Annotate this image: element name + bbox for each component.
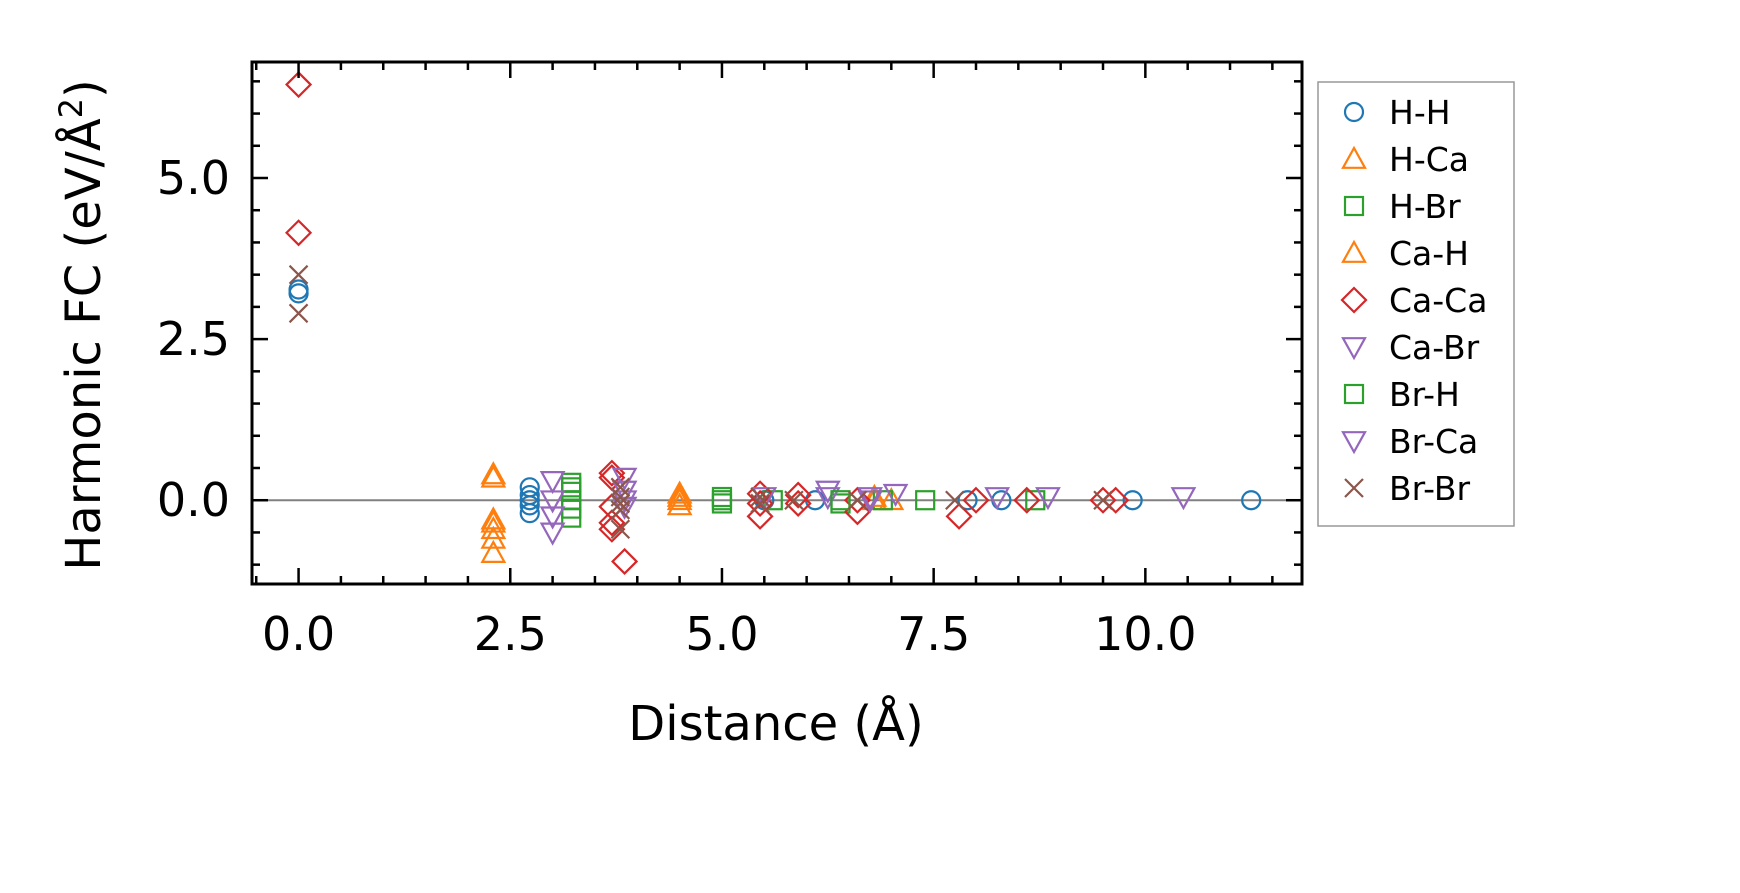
data-point-h-br (561, 507, 582, 528)
data-point-h-h (1122, 490, 1143, 511)
data-point-br-br (288, 264, 309, 285)
data-point-ca-br (984, 487, 1011, 511)
data-point-br-br (847, 490, 868, 510)
data-point-br-h (711, 490, 733, 511)
data-point-ca-br (539, 506, 566, 530)
data-points (285, 70, 1262, 576)
data-point-h-ca (480, 525, 507, 549)
legend-label-ca-h: Ca-H (1389, 234, 1469, 273)
data-point-ca-br (857, 487, 884, 511)
data-point-ca-br (882, 483, 909, 508)
data-point-ca-ca (784, 481, 812, 509)
legend-label-ca-br: Ca-Br (1389, 328, 1480, 367)
data-point-ca-h (480, 506, 507, 530)
data-point-ca-ca (945, 502, 973, 530)
data-point-h-h (288, 279, 309, 300)
data-point-ca-ca (1089, 486, 1117, 514)
x-tick-label: 2.5 (474, 607, 547, 661)
legend-label-br-h: Br-H (1389, 375, 1460, 414)
data-point-ca-ca (962, 486, 990, 514)
axis-ticks (252, 62, 1302, 584)
data-point-ca-br (611, 467, 638, 491)
x-axis-label: Distance (Å) (628, 695, 923, 752)
axis-tick-labels: 0.0 2.5 5.0 7.5 10.0 0.0 2.5 5.0 (157, 151, 1197, 661)
y-tick-label: 5.0 (157, 151, 230, 205)
data-point-br-br (610, 477, 631, 498)
legend-label-br-br: Br-Br (1389, 469, 1470, 508)
legend-marker-br-ca (1341, 431, 1367, 455)
data-point-ca-br (539, 522, 566, 546)
data-point-ca-br (1035, 487, 1061, 511)
data-point-ca-br (1170, 487, 1197, 511)
data-point-h-h (1241, 490, 1262, 511)
data-point-br-h (561, 477, 582, 498)
data-point-h-ca (480, 509, 507, 533)
y-axis-label-close: ) (56, 79, 112, 98)
legend-marker-br-br (1344, 478, 1364, 498)
legend-label-h-h: H-H (1389, 93, 1451, 132)
y-tick-label: 0.0 (157, 473, 230, 527)
data-point-br-br (610, 493, 631, 514)
data-point-h-br (915, 490, 936, 511)
data-point-ca-ca (285, 219, 313, 247)
x-tick-label: 7.5 (897, 607, 970, 661)
legend-marker-br-h (1343, 383, 1365, 405)
data-point-ca-br (814, 487, 841, 511)
data-point-h-h (519, 490, 540, 511)
axes: 0.0 2.5 5.0 7.5 10.0 0.0 2.5 5.0 (157, 60, 1304, 661)
data-point-br-ca (539, 490, 566, 514)
data-point-ca-ca (598, 509, 626, 537)
legend-marker-h-ca (1341, 145, 1367, 169)
y-axis-label: Harmonic FC (eV/Å2) (52, 79, 112, 571)
data-point-ca-br (539, 470, 566, 495)
legend: H-H H-Ca H-Br Ca-H Ca-Ca Ca-Br Br-H Br-Ca Br-Br (1317, 81, 1515, 527)
data-point-br-br (288, 303, 309, 324)
data-point-br-br (750, 487, 770, 507)
y-tick-label: 2.5 (157, 312, 230, 366)
plot-frame (250, 60, 1304, 586)
legend-marker-ca-h (1341, 239, 1367, 263)
data-point-ca-ca (598, 515, 626, 543)
data-point-h-ca (666, 492, 693, 516)
x-tick-label: 10.0 (1094, 607, 1196, 661)
data-point-h-h (519, 495, 540, 516)
legend-marker-ca-ca (1340, 286, 1368, 314)
legend-marker-h-br (1343, 195, 1365, 217)
data-point-br-br (1093, 490, 1113, 510)
data-point-h-h (957, 490, 978, 511)
data-point-br-br (750, 493, 770, 514)
y-axis-label-superscript: 2 (52, 98, 90, 118)
legend-items: H-H H-Ca H-Br Ca-H Ca-Ca Ca-Br Br-H Br-Ca Br-Br (1340, 93, 1487, 508)
legend-label-h-br: H-Br (1389, 187, 1461, 226)
data-point-h-ca (480, 464, 507, 488)
data-point-ca-h (666, 483, 693, 507)
x-tick-label: 5.0 (685, 607, 758, 661)
data-point-ca-ca (784, 489, 812, 518)
data-point-ca-ca (285, 70, 313, 99)
data-point-ca-h (480, 461, 507, 485)
data-point-br-ca (857, 490, 884, 514)
data-point-br-br (610, 519, 631, 539)
data-point-h-h (519, 503, 540, 524)
data-point-h-ca (666, 486, 693, 511)
data-point-h-ca (666, 480, 693, 504)
data-point-h-h (288, 283, 309, 304)
data-point-h-ca (480, 539, 507, 563)
legend-marker-h-h (1343, 101, 1365, 123)
data-point-br-br (945, 490, 965, 510)
legend-label-h-ca: H-Ca (1389, 140, 1469, 179)
data-point-br-h (830, 490, 851, 511)
y-axis-label-main: Harmonic FC (eV/Å (55, 118, 112, 571)
legend-label-br-ca: Br-Ca (1389, 422, 1478, 461)
data-point-br-br (784, 490, 804, 510)
legend-label-ca-ca: Ca-Ca (1389, 281, 1487, 320)
data-point-ca-ca (1013, 486, 1041, 514)
data-point-br-br (610, 500, 631, 520)
x-tick-label: 0.0 (262, 607, 335, 661)
legend-marker-ca-br (1341, 337, 1367, 361)
data-point-ca-ca (611, 547, 639, 576)
